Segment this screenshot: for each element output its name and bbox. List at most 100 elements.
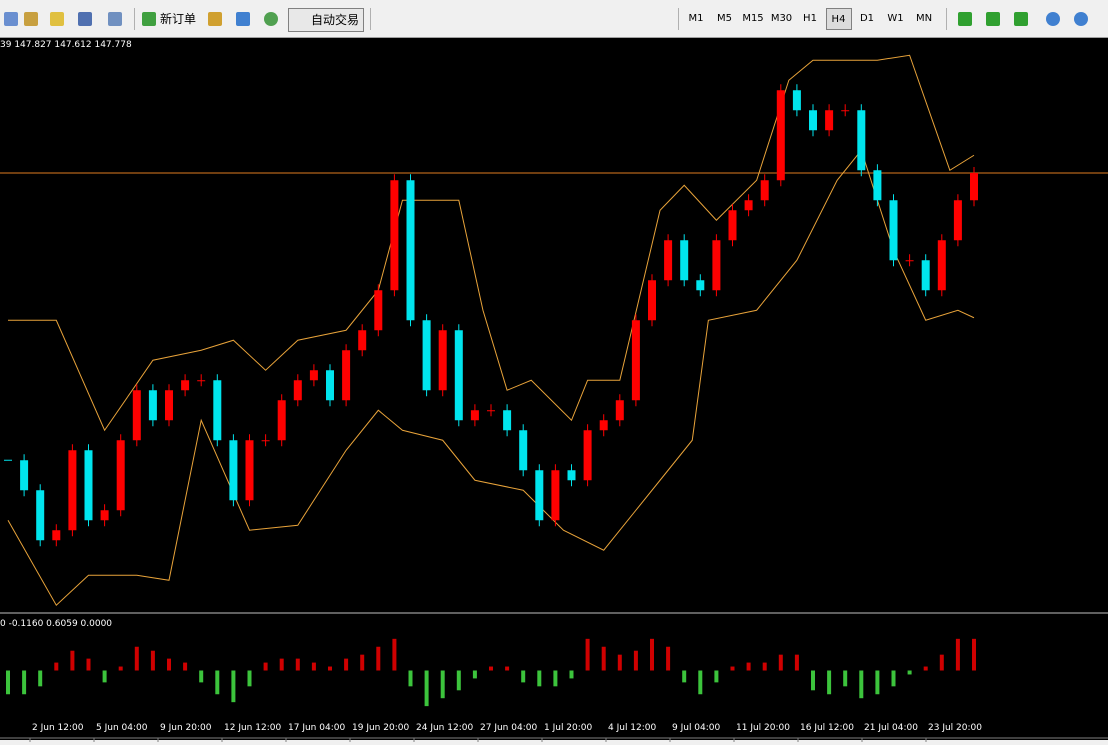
macd-bar — [746, 662, 751, 671]
macd-bar — [891, 670, 896, 687]
timeframe-button[interactable]: M30 — [770, 13, 793, 24]
macd-bar — [505, 666, 510, 671]
macd-bar — [344, 658, 349, 671]
macd-bar — [408, 670, 413, 687]
icon[interactable] — [142, 12, 156, 26]
candle — [744, 200, 753, 211]
icon[interactable] — [236, 12, 250, 26]
candle — [422, 320, 431, 391]
new-order-button[interactable]: 新订单 — [160, 12, 197, 26]
macd-bar — [295, 658, 300, 671]
icon[interactable] — [24, 12, 38, 26]
icon[interactable] — [958, 12, 972, 26]
candle — [148, 390, 157, 421]
macd-bar — [167, 658, 171, 671]
x-tick-label: 9 Jul 04:00 — [672, 723, 721, 733]
macd-bar — [650, 638, 654, 671]
separator — [134, 8, 135, 30]
x-tick-label: 19 Jun 20:00 — [352, 723, 409, 733]
icon[interactable] — [108, 12, 122, 26]
x-tick-label: 9 Jun 20:00 — [160, 723, 212, 733]
macd-bar — [183, 662, 188, 671]
macd-bar — [328, 666, 332, 671]
macd-bar — [311, 662, 316, 671]
macd-bar — [955, 638, 960, 671]
timeframe-button[interactable]: MN — [915, 13, 933, 24]
candle — [342, 350, 351, 401]
macd-bar — [440, 670, 445, 699]
auto-trading-button[interactable]: 自动交易 — [288, 8, 365, 32]
macd-bar — [601, 646, 606, 671]
x-tick-label: 24 Jun 12:00 — [416, 723, 473, 733]
macd-bar — [22, 670, 27, 695]
separator — [370, 8, 371, 30]
macd-bar — [489, 666, 493, 671]
candle — [841, 110, 850, 112]
tab-bar — [0, 740, 1108, 745]
candle — [809, 110, 817, 131]
candle — [953, 200, 962, 241]
macd-bar — [859, 670, 864, 699]
macd-bar — [537, 670, 542, 687]
candle — [696, 280, 705, 291]
macd-bar — [150, 650, 155, 671]
candle — [165, 390, 173, 421]
macd-bar — [923, 666, 928, 671]
macd-bar — [6, 670, 10, 695]
macd-bar — [360, 654, 365, 671]
icon[interactable] — [264, 12, 278, 26]
macd-bar — [456, 670, 461, 691]
timeframe-button[interactable]: D1 — [859, 13, 875, 24]
x-tick-label: 11 Jul 20:00 — [736, 723, 790, 733]
timeframe-button[interactable]: H1 — [803, 13, 817, 24]
timeframe-button[interactable]: W1 — [887, 13, 904, 24]
candle — [213, 380, 222, 441]
candle — [470, 410, 479, 421]
icon[interactable] — [1014, 12, 1028, 26]
candle — [390, 180, 399, 291]
candle — [487, 410, 495, 412]
macd-bar — [827, 670, 832, 695]
candle — [454, 330, 463, 421]
candle — [181, 380, 190, 391]
candle — [857, 110, 866, 171]
timeframe-button[interactable]: M15 — [742, 13, 764, 24]
candle — [889, 200, 898, 261]
x-tick-label: 17 Jun 04:00 — [288, 723, 345, 733]
icon[interactable] — [986, 12, 1000, 26]
macd-bar — [279, 658, 284, 671]
x-tick-label: 27 Jun 04:00 — [480, 723, 537, 733]
macd-bar — [215, 670, 220, 695]
candle — [921, 260, 930, 291]
candle — [503, 410, 512, 431]
x-tick-label: 1 Jul 20:00 — [544, 723, 593, 733]
candle — [937, 240, 946, 291]
candle — [326, 370, 334, 401]
candle — [599, 420, 608, 431]
macd-bar — [778, 654, 783, 671]
timeframe-button[interactable]: H4 — [825, 8, 852, 30]
candle — [567, 470, 576, 481]
macd-bar — [682, 670, 687, 683]
candle — [825, 110, 834, 131]
timeframe-button[interactable]: M1 — [688, 13, 704, 24]
macd-bar — [472, 670, 477, 679]
candle — [132, 390, 141, 441]
candle — [52, 530, 61, 541]
icon[interactable] — [1074, 12, 1088, 26]
price-info: 39 147.827 147.612 147.778 — [0, 40, 132, 50]
timeframe-button[interactable]: M5 — [717, 13, 732, 24]
icon[interactable] — [78, 12, 92, 26]
icon[interactable] — [50, 12, 64, 26]
icon[interactable] — [1046, 12, 1060, 26]
macd-bar — [617, 654, 622, 671]
candle — [519, 430, 528, 471]
candle — [664, 240, 673, 281]
candle — [358, 330, 367, 351]
macd-bar — [392, 638, 397, 671]
icon[interactable] — [208, 12, 222, 26]
separator — [946, 8, 947, 30]
icon[interactable] — [4, 12, 18, 26]
macd-bar — [907, 670, 912, 675]
